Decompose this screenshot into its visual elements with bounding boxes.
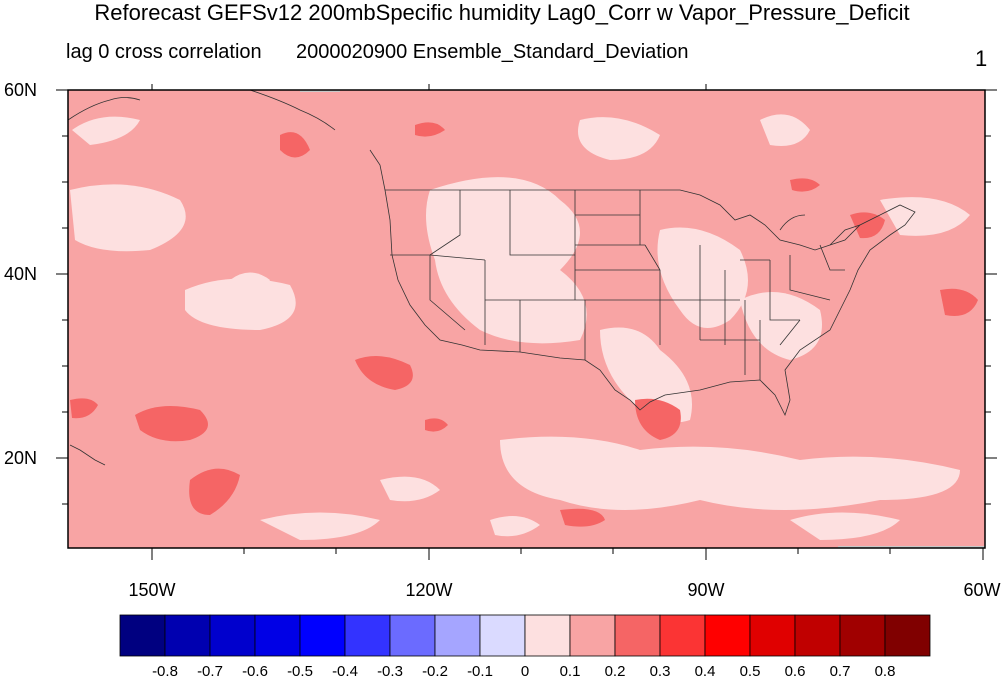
colorbar-label: 0.3 bbox=[650, 663, 671, 680]
colorbar-swatch bbox=[479, 614, 526, 657]
us-state-boundaries bbox=[384, 189, 916, 417]
colorbar-label: 0.6 bbox=[785, 663, 806, 680]
plot-title: Reforecast GEFSv12 200mbSpecific humidit… bbox=[94, 0, 910, 25]
center-subtitle: 2000020900 Ensemble_Standard_Deviation bbox=[296, 41, 689, 63]
colorbar-swatch bbox=[794, 614, 841, 657]
colorbar-label: -0.5 bbox=[287, 663, 313, 680]
colorbar-swatch bbox=[434, 614, 481, 657]
colorbar-label: 0 bbox=[521, 663, 529, 680]
colorbar-swatch bbox=[704, 614, 751, 657]
coastlines bbox=[68, 90, 806, 466]
colorbar-swatch bbox=[164, 614, 211, 657]
colorbar-swatch bbox=[839, 614, 886, 657]
colorbar-label: -0.8 bbox=[152, 663, 178, 680]
colorbar-swatch bbox=[389, 614, 436, 657]
lon-label-60w: 60W bbox=[963, 580, 1000, 600]
colorbar-swatch bbox=[884, 614, 931, 657]
strong-patches bbox=[70, 122, 978, 527]
lat-label-40n: 40N bbox=[4, 264, 37, 284]
lon-label-120w: 120W bbox=[405, 580, 452, 600]
colorbar-swatch bbox=[614, 614, 661, 657]
light-patches bbox=[70, 114, 970, 540]
lat-label-20n: 20N bbox=[4, 448, 37, 468]
lat-label-60n: 60N bbox=[4, 80, 37, 100]
lon-label-150w: 150W bbox=[128, 580, 175, 600]
correlation-field bbox=[68, 90, 985, 548]
colorbar-swatch bbox=[299, 614, 346, 657]
lon-label-90w: 90W bbox=[687, 580, 724, 600]
colorbar-swatch bbox=[209, 614, 256, 657]
colorbar: -0.8 -0.7 -0.6 -0.5 -0.4 -0.3 -0.2 -0.1 0 0.1 0.2 0… bbox=[119, 614, 931, 680]
left-subtitle: lag 0 cross correlation bbox=[66, 41, 262, 63]
colorbar-label: 0.4 bbox=[695, 663, 716, 680]
colorbar-label: 0.5 bbox=[740, 663, 761, 680]
colorbar-swatch bbox=[659, 614, 706, 657]
map-ticks bbox=[56, 84, 997, 560]
colorbar-label: -0.6 bbox=[242, 663, 268, 680]
colorbar-swatch bbox=[254, 614, 301, 657]
colorbar-label: -0.1 bbox=[467, 663, 493, 680]
colorbar-label: 0.8 bbox=[875, 663, 896, 680]
colorbar-swatch bbox=[344, 614, 391, 657]
colorbar-label: -0.7 bbox=[197, 663, 223, 680]
colorbar-label: -0.3 bbox=[377, 663, 403, 680]
colorbar-label: -0.2 bbox=[422, 663, 448, 680]
right-subtitle: 1 bbox=[975, 46, 988, 71]
colorbar-swatch bbox=[524, 614, 571, 657]
colorbar-label: 0.2 bbox=[605, 663, 626, 680]
colorbar-label: -0.4 bbox=[332, 663, 358, 680]
colorbar-label: 0.1 bbox=[560, 663, 581, 680]
colorbar-swatch bbox=[749, 614, 796, 657]
colorbar-label: 0.7 bbox=[830, 663, 851, 680]
colorbar-swatch bbox=[569, 614, 616, 657]
colorbar-swatch bbox=[119, 614, 166, 657]
map-frame bbox=[67, 89, 986, 549]
